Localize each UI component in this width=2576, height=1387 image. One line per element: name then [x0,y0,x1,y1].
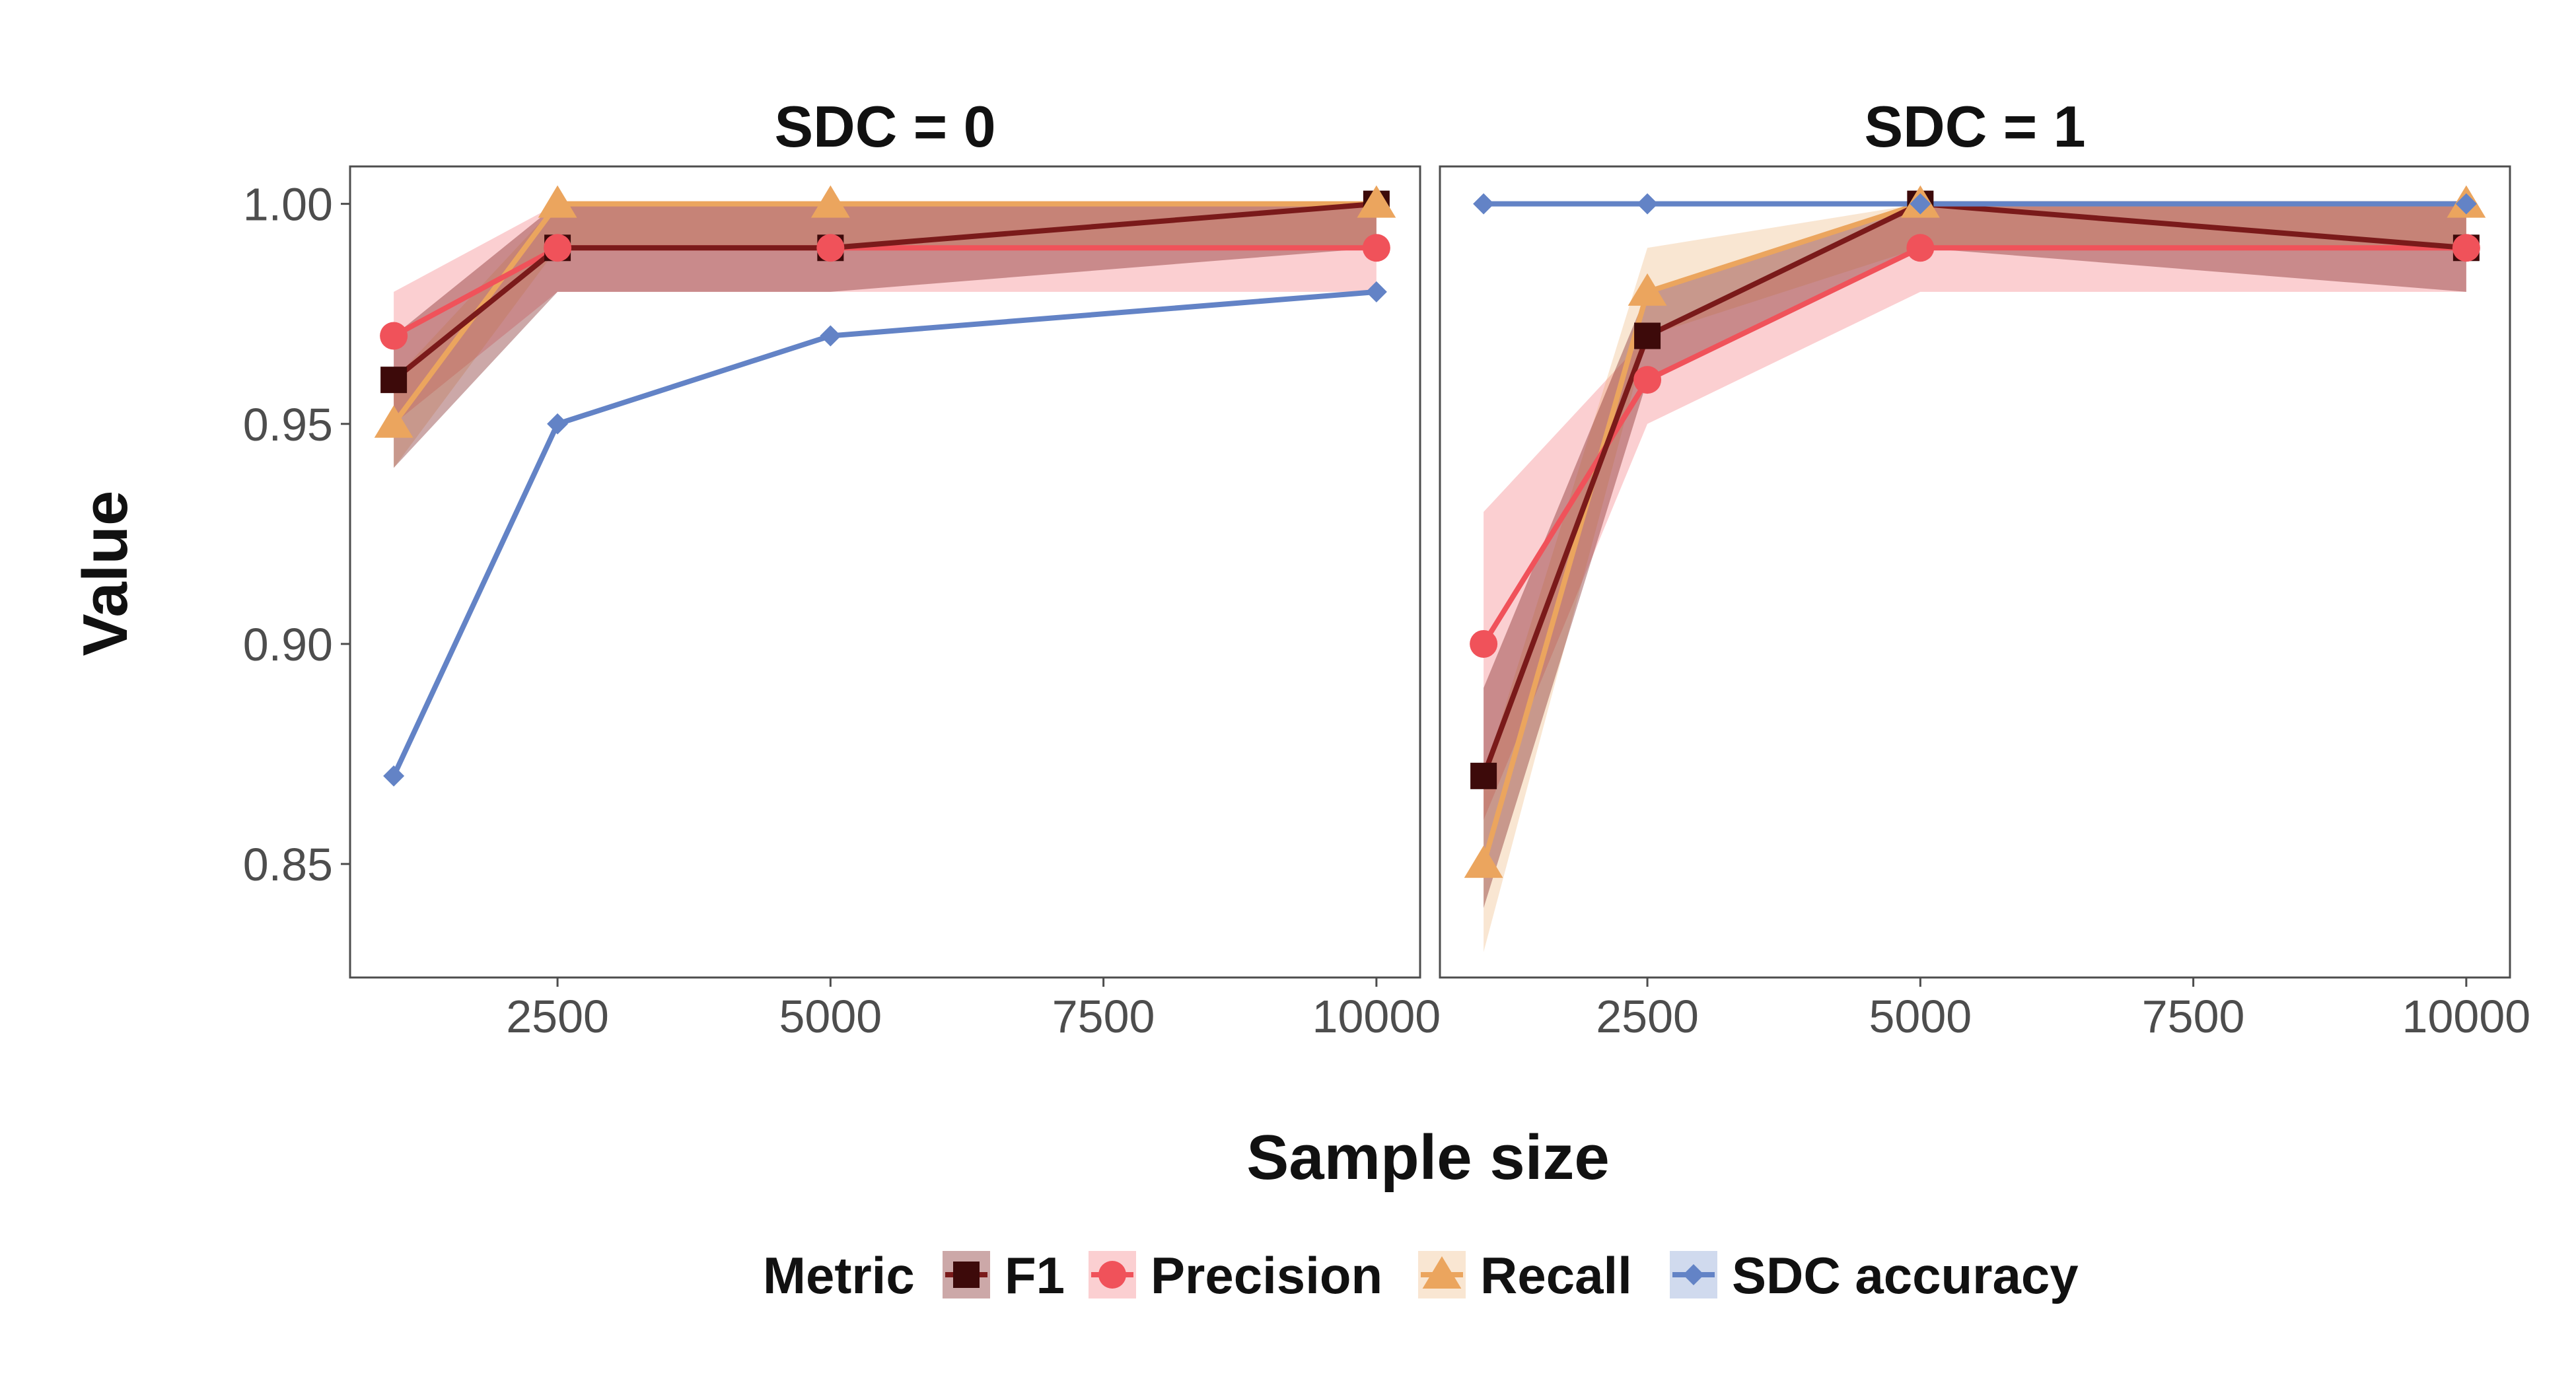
line-f1 [1481,201,2467,777]
legend-key-marker [1422,1256,1462,1289]
legend-label: F1 [1005,1246,1065,1304]
point-recall [810,185,850,218]
line-f1 [392,201,1377,382]
series-points [1464,185,2486,878]
legend-item-precision: Precision [1089,1246,1382,1304]
point-precision [1470,629,1498,658]
point-recall [374,405,413,438]
line-sdc-accuracy [391,289,1377,777]
point-precision [2452,234,2480,262]
confidence-bands [1484,203,2466,952]
x-tick-label: 5000 [1869,991,1972,1042]
point-precision [544,234,572,262]
x-tick-label: 10000 [2402,991,2531,1042]
legend-item-recall: Recall [1418,1246,1632,1304]
legend-label: Precision [1151,1246,1382,1304]
panel-title: SDC = 1 [1864,94,2085,159]
point-f1 [380,367,408,394]
panel-1: SDC = 0 2500 5000 7500 10000 0.85 0.90 0.95 1.00 [243,94,1441,1042]
point-precision [1362,234,1390,262]
y-axis: 0.85 0.90 0.95 1.00 [243,179,350,890]
point-precision [816,234,845,262]
x-tick-label: 7500 [2142,991,2245,1042]
legend-item-sdc-accuracy: SDC accuracy [1670,1246,2079,1304]
x-axis: 2500 5000 7500 10000 [1596,978,2530,1042]
y-tick-label: 0.85 [243,839,333,890]
band-recall [1484,203,2466,952]
point-recall [1357,185,1396,218]
point-precision [1906,234,1935,262]
legend-label: SDC accuracy [1732,1246,2079,1304]
point-sdc-accuracy [820,325,841,347]
band-f1 [1484,203,2466,908]
band-precision [1484,203,2466,820]
line-precision [1481,245,2466,646]
point-sdc-accuracy [1473,193,1495,215]
legend-key-marker [1683,1264,1704,1285]
panel-frame [1439,165,2511,979]
x-axis: 2500 5000 7500 10000 [506,978,1441,1042]
panel-2: SDC = 1 2500 5000 7500 10000 [1439,94,2530,1042]
point-sdc-accuracy [1910,193,1931,215]
panel-title: SDC = 0 [774,94,995,159]
legend: Metric F1 Precision Recall SDC accuracy [763,1246,2079,1304]
point-f1 [1634,322,1661,349]
legend-item-f1: F1 [943,1246,1065,1304]
point-recall [1628,273,1667,306]
legend-label: Recall [1480,1246,1632,1304]
x-tick-label: 10000 [1312,991,1441,1042]
y-tick-label: 1.00 [243,179,333,231]
point-sdc-accuracy [547,413,569,435]
panels: SDC = 0 2500 5000 7500 10000 0.85 0.90 0.95 1.00… [243,94,2530,1042]
point-sdc-accuracy [1637,193,1659,215]
point-recall [538,185,577,218]
x-axis-title: Sample size [1246,1122,1610,1193]
y-tick-label: 0.95 [243,399,333,450]
confidence-bands [394,203,1377,468]
x-tick-label: 5000 [779,991,882,1042]
point-recall [1464,845,1503,878]
point-sdc-accuracy [1365,281,1387,302]
x-tick-label: 7500 [1052,991,1155,1042]
point-precision [1633,366,1662,394]
legend-title: Metric [763,1246,915,1304]
legend-key-marker [1098,1261,1126,1289]
y-axis-title: Value [70,491,141,657]
point-sdc-accuracy [2455,193,2477,215]
panel-frame [349,165,1421,979]
x-tick-label: 2500 [1596,991,1699,1042]
x-tick-label: 2500 [506,991,609,1042]
point-sdc-accuracy [383,765,405,787]
point-precision [380,322,408,350]
band-precision [394,203,1377,424]
band-f1 [394,203,1377,468]
series-lines [1481,201,2467,865]
point-f1 [1470,762,1497,789]
series-points [374,185,1396,787]
legend-key-marker [953,1262,980,1288]
y-tick-label: 0.90 [243,619,333,670]
band-recall [394,203,1377,468]
series-lines [391,201,1377,777]
